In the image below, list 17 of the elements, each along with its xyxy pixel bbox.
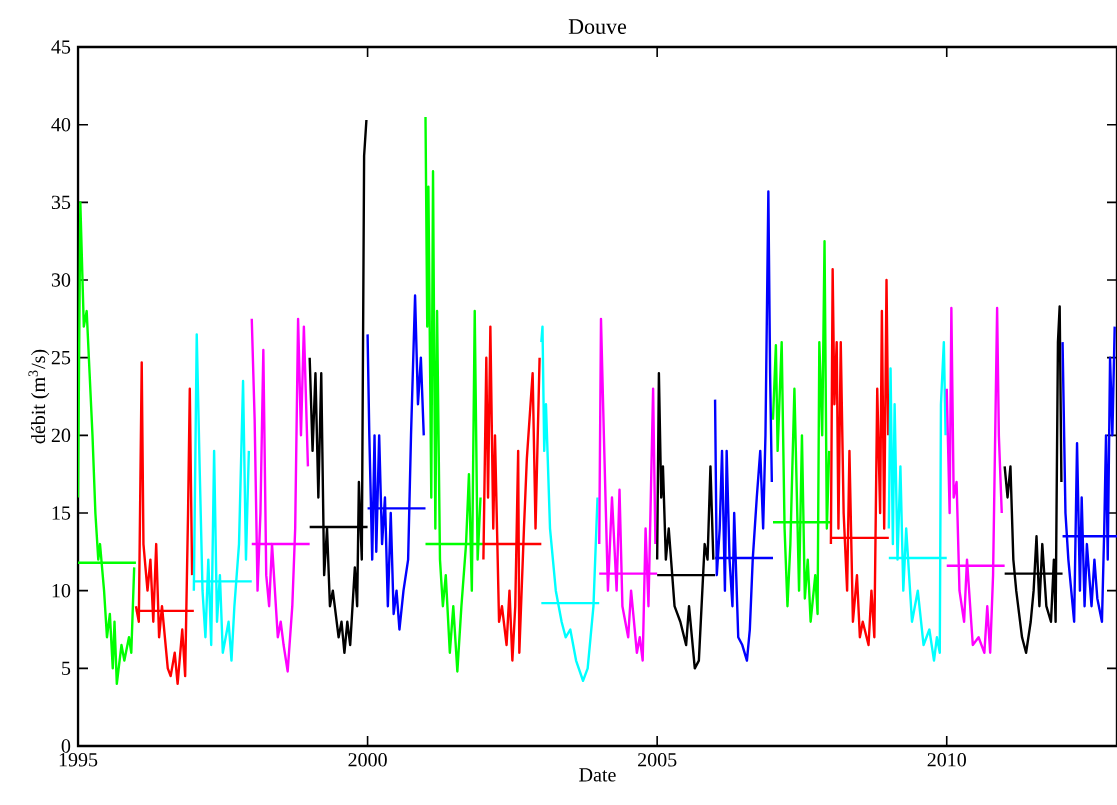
y-tick-label: 45 <box>51 40 71 54</box>
x-tick-label: 2000 <box>348 753 387 767</box>
y-tick-label: 40 <box>51 117 71 132</box>
y-tick-label: 0 <box>61 739 71 753</box>
x-tick-label: 2010 <box>927 753 966 767</box>
y-tick-label: 30 <box>51 273 71 287</box>
y-tick-label: 10 <box>52 583 71 598</box>
y-tick-label: 25 <box>51 350 71 365</box>
y-tick-label: 15 <box>52 506 71 520</box>
x-axis-title: Date <box>579 768 616 782</box>
y-axis-title: débit (m$^{3}$/s) <box>28 349 50 444</box>
y-tick-label: 20 <box>51 428 71 443</box>
chart-title: Douve <box>568 19 627 34</box>
y-tick-label: 35 <box>51 195 71 210</box>
x-tick-label: 1995 <box>59 753 98 767</box>
x-tick-label: 2005 <box>638 753 677 767</box>
y-tick-label: 5 <box>62 661 71 675</box>
